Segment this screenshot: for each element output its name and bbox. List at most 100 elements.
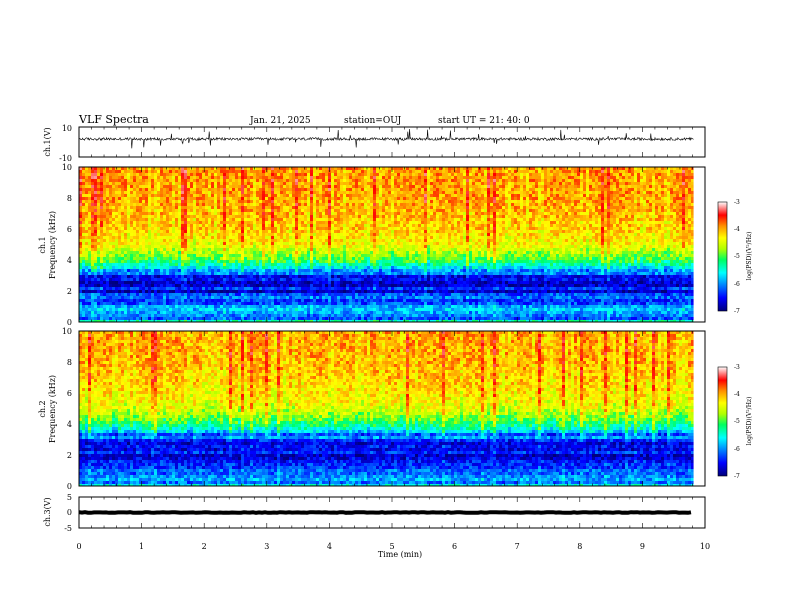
spectrogram-cell — [358, 251, 361, 254]
spectrogram-cell — [352, 242, 355, 245]
spectrogram-cell — [88, 293, 91, 296]
spectrogram-cell — [307, 251, 310, 254]
spectrogram-cell — [109, 308, 112, 311]
spectrogram-cell — [166, 167, 169, 170]
spectrogram-cell — [292, 176, 295, 179]
spectrogram-cell — [205, 284, 208, 287]
spectrogram-cell — [319, 269, 322, 272]
spectrogram-cell — [199, 182, 202, 185]
spectrogram-cell — [208, 170, 211, 173]
spectrogram-cell — [343, 314, 346, 317]
spectrogram-cell — [88, 290, 91, 293]
spectrogram-cell — [220, 194, 223, 197]
spectrogram-cell — [91, 272, 94, 275]
spectrogram-cell — [268, 317, 271, 320]
spectrogram-cell — [232, 230, 235, 233]
spectrogram-cell — [169, 185, 172, 188]
spectrogram-cell — [268, 245, 271, 248]
spectrogram-cell — [292, 212, 295, 215]
spectrogram-cell — [88, 176, 91, 179]
spectrogram-cell — [166, 269, 169, 272]
spectrogram-cell — [337, 176, 340, 179]
spectrogram-cell — [196, 251, 199, 254]
spectrogram-cell — [94, 170, 97, 173]
spectrogram-cell — [118, 173, 121, 176]
spectrogram-cell — [106, 197, 109, 200]
spectrogram-cell — [121, 194, 124, 197]
spectrogram-cell — [145, 287, 148, 290]
spectrogram-cell — [343, 317, 346, 320]
spectrogram-cell — [91, 230, 94, 233]
spectrogram-cell — [175, 278, 178, 281]
spectrogram-cell — [94, 320, 97, 322]
spectrogram-cell — [301, 248, 304, 251]
spectrogram-cell — [259, 194, 262, 197]
spectrogram-cell — [277, 287, 280, 290]
spectrogram-cell — [238, 212, 241, 215]
spectrogram-cell — [91, 245, 94, 248]
spectrogram-cell — [292, 269, 295, 272]
spectrogram-cell — [121, 176, 124, 179]
spectrogram-cell — [184, 284, 187, 287]
spectrogram-cell — [250, 170, 253, 173]
spectrogram-cell — [280, 200, 283, 203]
spectrogram-cell — [166, 305, 169, 308]
spectrogram-cell — [295, 317, 298, 320]
spectrogram-cell — [109, 173, 112, 176]
spectrogram-cell — [85, 275, 88, 278]
spectrogram-cell — [304, 221, 307, 224]
spectrogram-cell — [265, 314, 268, 317]
spectrogram-cell — [226, 278, 229, 281]
spectrogram-cell — [316, 194, 319, 197]
spectrogram-cell — [172, 314, 175, 317]
spectrogram-cell — [112, 260, 115, 263]
spectrogram-cell — [325, 200, 328, 203]
spectrogram-cell — [199, 245, 202, 248]
spectrogram-cell — [262, 299, 265, 302]
spectrogram-cell — [223, 320, 226, 322]
spectrogram-cell — [247, 296, 250, 299]
spectrogram-cell — [241, 245, 244, 248]
spectrogram-cell — [187, 239, 190, 242]
spectrogram-cell — [298, 266, 301, 269]
spectrogram-cell — [163, 266, 166, 269]
spectrogram-cell — [145, 239, 148, 242]
spectrogram-cell — [112, 212, 115, 215]
spectrogram-cell — [319, 302, 322, 305]
spectrogram-cell — [205, 290, 208, 293]
spectrogram-cell — [100, 176, 103, 179]
spectrogram-cell — [100, 215, 103, 218]
spectrogram-cell — [271, 185, 274, 188]
spectrogram-cell — [145, 290, 148, 293]
spectrogram-cell — [331, 236, 334, 239]
spectrogram-cell — [316, 272, 319, 275]
spectrogram-cell — [337, 239, 340, 242]
spectrogram-cell — [145, 311, 148, 314]
spectrogram-cell — [211, 221, 214, 224]
spectrogram-cell — [235, 215, 238, 218]
spectrogram-cell — [283, 320, 286, 322]
spectrogram-cell — [262, 263, 265, 266]
spectrogram-cell — [259, 248, 262, 251]
spectrogram-cell — [187, 221, 190, 224]
spectrogram-cell — [250, 230, 253, 233]
spectrogram-cell — [193, 275, 196, 278]
spectrogram-cell — [103, 296, 106, 299]
spectrogram-cell — [229, 218, 232, 221]
spectrogram-cell — [139, 173, 142, 176]
spectrogram-cell — [316, 230, 319, 233]
spectrogram-cell — [268, 173, 271, 176]
spectrogram-cell — [112, 320, 115, 322]
spectrogram-cell — [247, 212, 250, 215]
spectrogram-cell — [103, 227, 106, 230]
spectrogram-cell — [190, 290, 193, 293]
spectrogram-cell — [199, 176, 202, 179]
spectrogram-cell — [289, 197, 292, 200]
spectrogram-cell — [136, 182, 139, 185]
spectrogram-cell — [106, 254, 109, 257]
spectrogram-cell — [355, 215, 358, 218]
spectrogram-cell — [346, 272, 349, 275]
spectrogram-cell — [136, 308, 139, 311]
spectrogram-cell — [199, 251, 202, 254]
spectrogram-cell — [91, 212, 94, 215]
